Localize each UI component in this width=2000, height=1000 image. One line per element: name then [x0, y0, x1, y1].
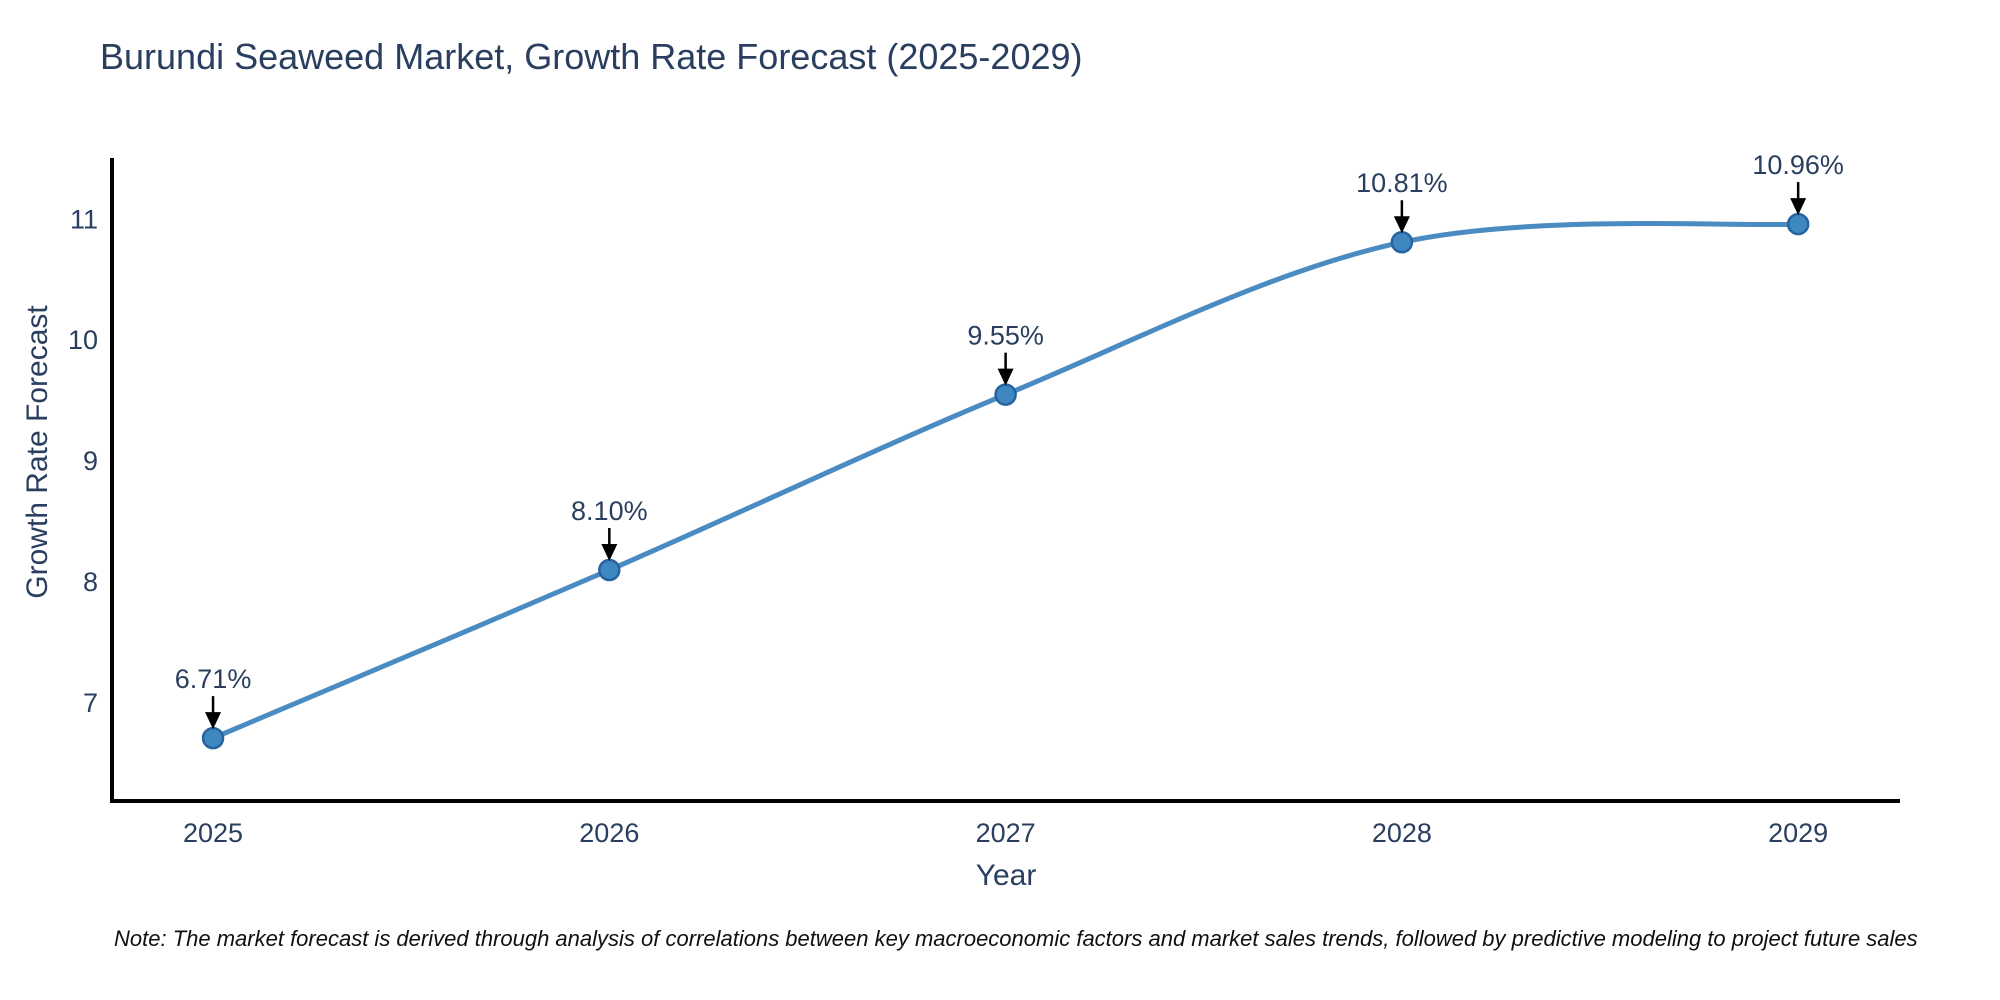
annotation-arrow-head — [1790, 198, 1807, 216]
annotation-label: 9.55% — [967, 321, 1044, 351]
x-tick-label: 2026 — [579, 818, 639, 848]
x-tick-label: 2027 — [976, 818, 1036, 848]
annotation-label: 10.96% — [1752, 150, 1844, 180]
x-tick-label: 2025 — [183, 818, 243, 848]
y-tick-label: 11 — [70, 204, 98, 234]
forecast-line — [210, 221, 1801, 741]
y-axis-ticks: 7 8 9 10 11 — [68, 204, 98, 718]
y-tick-label: 9 — [83, 446, 98, 476]
axes — [110, 158, 1900, 803]
annotation-arrow-head — [601, 543, 618, 561]
annotations: 6.71% 8.10% 9.55% 10.81% 10.96% — [175, 150, 1844, 730]
y-tick-label: 8 — [83, 567, 98, 597]
x-tick-label: 2028 — [1372, 818, 1432, 848]
chart-title: Burundi Seaweed Market, Growth Rate Fore… — [100, 36, 1083, 77]
chart-footnote: Note: The market forecast is derived thr… — [114, 926, 1918, 951]
data-point-marker — [994, 383, 1017, 406]
x-axis-ticks: 2025 2026 2027 2028 2029 — [183, 818, 1828, 848]
x-axis-title: Year — [975, 859, 1037, 892]
data-point-marker — [201, 726, 225, 750]
annotation-label: 8.10% — [571, 496, 648, 526]
annotation-label: 6.71% — [175, 664, 252, 694]
annotation-arrow-head — [1393, 216, 1410, 234]
annotation-arrow-head — [997, 368, 1014, 386]
data-points — [201, 212, 1810, 750]
data-point-marker — [598, 558, 621, 582]
y-tick-label: 10 — [68, 325, 98, 355]
y-tick-label: 7 — [83, 688, 98, 718]
data-point-marker — [1786, 212, 1810, 236]
annotation-arrow-head — [205, 712, 222, 730]
annotation-label: 10.81% — [1356, 168, 1448, 198]
data-point-marker — [1390, 230, 1414, 254]
x-tick-label: 2029 — [1768, 818, 1828, 848]
